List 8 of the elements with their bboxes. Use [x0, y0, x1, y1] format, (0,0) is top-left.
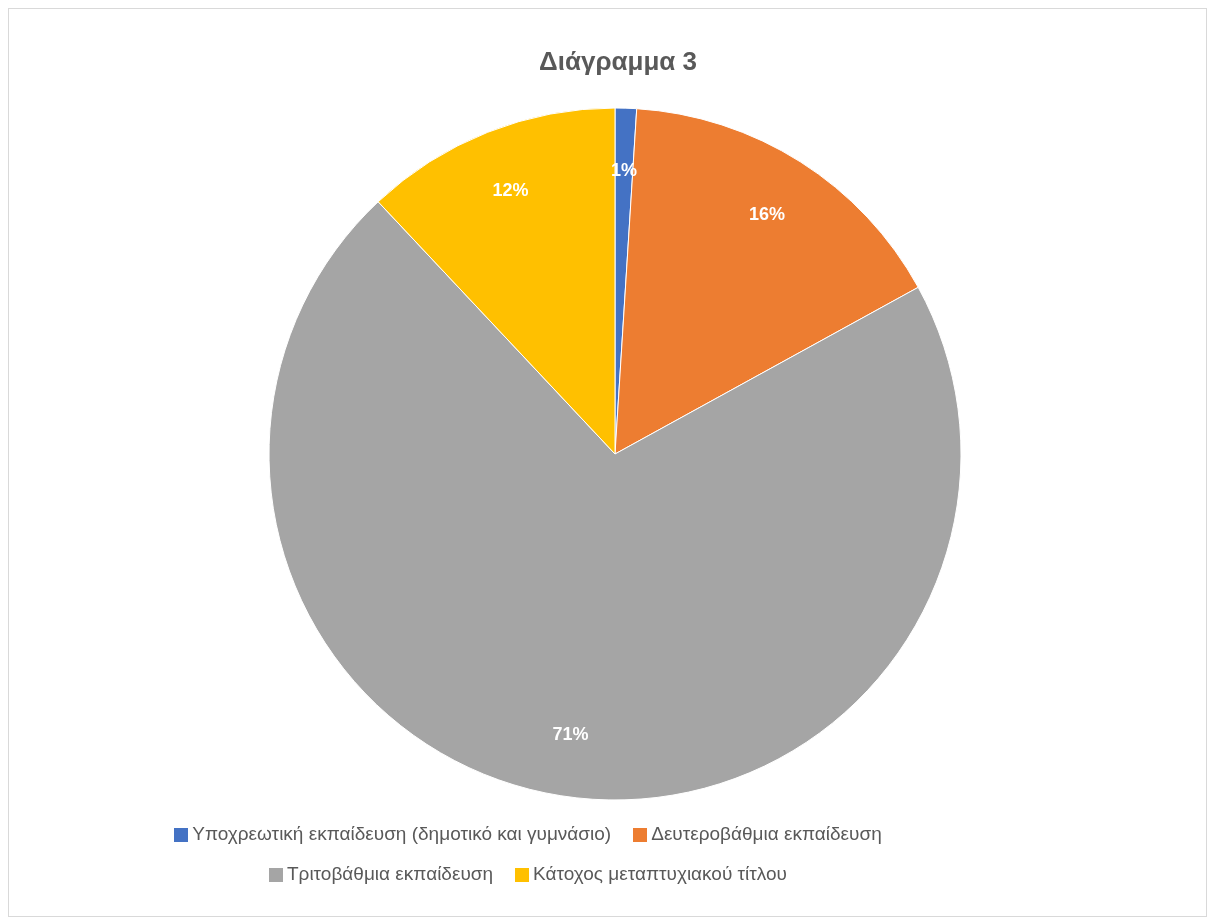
legend-label: Κάτοχος μεταπτυχιακού τίτλου [533, 863, 788, 884]
data-label: 12% [492, 180, 529, 201]
data-label: 16% [749, 204, 786, 225]
legend-label: Δευτεροβάθμια εκπαίδευση [651, 823, 882, 844]
chart-title: Διάγραμμα 3 [539, 46, 697, 76]
legend-label: Τριτοβάθμια εκπαίδευση [286, 863, 494, 884]
data-label: 71% [552, 724, 589, 745]
legend-label: Υποχρεωτική εκπαίδευση (δημοτικό και γυμνάσιο) [192, 823, 612, 844]
